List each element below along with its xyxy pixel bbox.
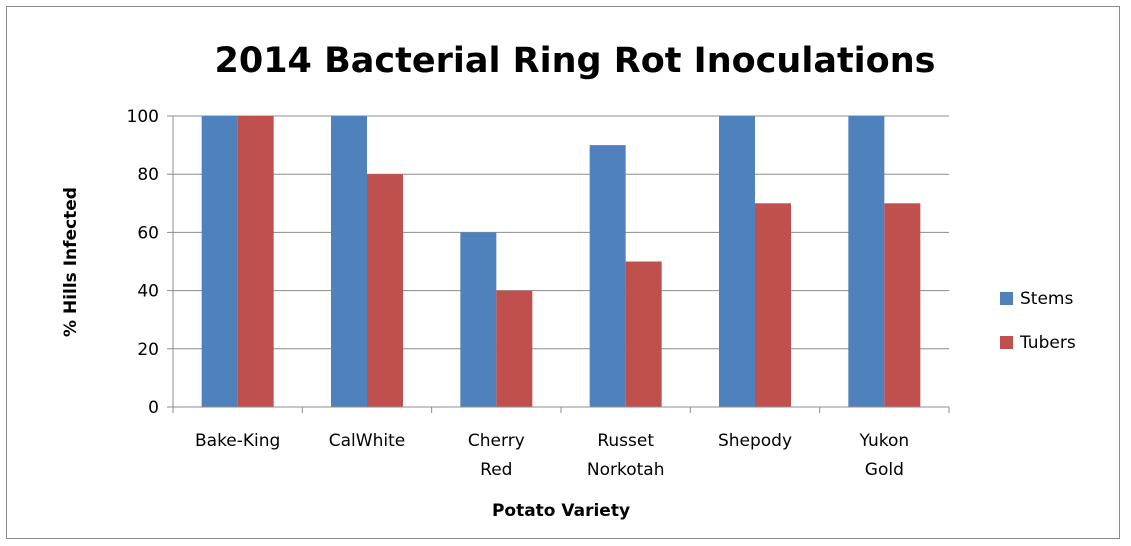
x-category-label: Bake-King [195, 431, 280, 451]
bars [201, 116, 921, 407]
y-tick-label: 100 [127, 107, 159, 127]
y-tick-label: 0 [148, 398, 159, 418]
chart-title: 2014 Bacterial Ring Rot Inoculations [215, 41, 936, 81]
y-tick-label: 80 [137, 165, 159, 185]
y-axis-title: % Hills Infected [61, 187, 81, 337]
x-category-label: Shepody [718, 431, 792, 451]
bar-stems [460, 232, 497, 407]
y-tick-label: 40 [137, 282, 159, 302]
x-axis-categories: Bake-King CalWhite Cherry Red Russet Norkotah… [195, 431, 909, 480]
legend-label-tubers: Tubers [1019, 333, 1076, 353]
bar-stems [848, 116, 885, 407]
x-category-label: Cherry [468, 431, 525, 451]
bar-tubers [496, 290, 533, 407]
bar-tubers [367, 174, 403, 407]
axes [172, 116, 950, 413]
bar-tubers [625, 261, 662, 407]
y-tick-label: 20 [137, 340, 159, 360]
bar-stems [719, 116, 755, 407]
gridlines [173, 115, 949, 350]
legend: Stems Tubers [1000, 289, 1076, 353]
bar-stems [589, 145, 626, 407]
chart-frame [6, 6, 1120, 539]
x-axis-title: Potato Variety [492, 501, 630, 521]
legend-swatch-stems [1000, 292, 1013, 305]
x-category-label: Russet [597, 431, 654, 451]
bar-tubers [884, 203, 921, 407]
y-axis-ticks: 0 20 40 60 80 100 [127, 107, 173, 418]
x-category-label: Norkotah [587, 460, 665, 480]
bar-stems [201, 116, 238, 407]
bar-tubers [755, 203, 791, 407]
x-category-label: Gold [865, 460, 904, 480]
x-category-label: Red [480, 460, 512, 480]
bar-stems [331, 116, 367, 407]
x-category-label: Yukon [859, 431, 910, 451]
y-tick-label: 60 [137, 223, 159, 243]
x-category-label: CalWhite [329, 431, 405, 451]
bar-tubers [237, 116, 274, 407]
legend-label-stems: Stems [1020, 289, 1073, 309]
legend-swatch-tubers [1000, 336, 1013, 349]
